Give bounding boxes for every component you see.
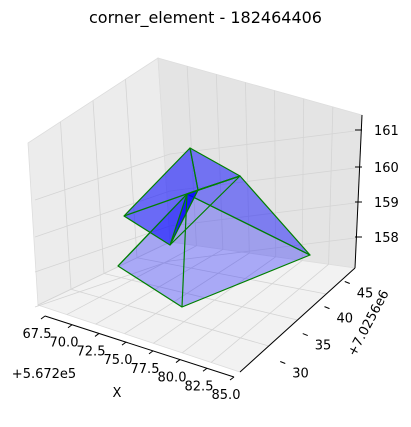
y-tick-label: 45 xyxy=(357,287,374,302)
y-tick-label: 35 xyxy=(315,339,332,354)
y-tick-label: 30 xyxy=(292,366,309,381)
y-tick-mark xyxy=(280,361,285,363)
y-tick-label: 40 xyxy=(337,312,354,327)
x-tick-mark xyxy=(149,351,153,354)
y-tick-mark xyxy=(345,282,350,284)
z-tick-label: 159 xyxy=(374,196,399,211)
x-tick-label: 70.0 xyxy=(50,336,79,351)
x-tick-label: 77.5 xyxy=(131,362,160,377)
z-tick-label: 160 xyxy=(374,161,399,176)
x-tick-mark xyxy=(95,333,99,336)
x-tick-mark xyxy=(122,342,126,345)
x-tick-label: 82.5 xyxy=(185,379,214,394)
chart-title: corner_element - 182464406 xyxy=(0,8,411,27)
z-tick-label: 158 xyxy=(374,231,399,246)
x-tick-mark xyxy=(176,360,180,363)
x-tick-mark xyxy=(68,325,72,328)
y-tick-mark xyxy=(325,307,330,309)
x-tick-label: 75.0 xyxy=(104,353,133,368)
x-tick-mark xyxy=(41,316,45,319)
x-offset-label: +5.672e5 xyxy=(12,367,76,382)
x-tick-mark xyxy=(230,377,234,380)
x-tick-label: 67.5 xyxy=(23,327,52,342)
x-tick-mark xyxy=(203,368,207,371)
z-tick-label: 161 xyxy=(374,124,399,139)
x-tick-label: 85.0 xyxy=(212,388,241,403)
x-axis-label: X xyxy=(113,386,122,401)
x-tick-label: 80.0 xyxy=(158,371,187,386)
y-tick-mark xyxy=(303,334,308,336)
x-tick-label: 72.5 xyxy=(77,344,106,359)
